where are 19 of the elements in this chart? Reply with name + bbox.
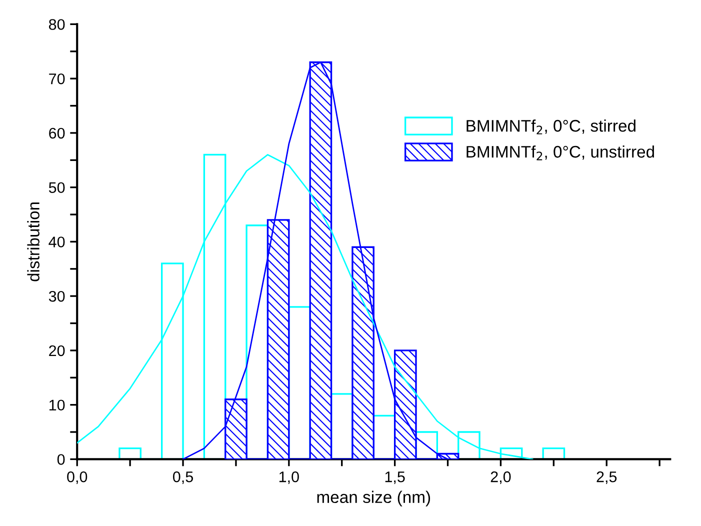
y-tick-label: 50 <box>48 182 65 194</box>
x-tick-label: 0,5 <box>172 471 193 484</box>
y-tick-label: 20 <box>49 345 65 356</box>
y-tick-label: 40 <box>48 236 65 248</box>
y-tick-label: 80 <box>48 19 65 30</box>
x-tick-label: 0,0 <box>67 471 88 484</box>
legend-label: BMIMNTf$_{2}$, 0°C, unstirred <box>466 145 654 160</box>
y-tick-label: 70 <box>49 73 65 84</box>
y-tick-label: 60 <box>49 128 65 139</box>
y-tick-label: 10 <box>49 400 65 411</box>
y-tick-label: 30 <box>48 290 65 302</box>
y-tick-label: 0 <box>57 454 65 465</box>
legend-label: BMIMNTf$_{2}$, 0°C, stirred <box>466 119 636 134</box>
x-tick-label: 2,0 <box>490 471 511 484</box>
x-tick-label: 1,0 <box>279 471 299 484</box>
x-tick-label: 1,5 <box>385 472 405 484</box>
x-axis-title: mean size (nm) <box>317 490 430 506</box>
y-axis-title: distribution <box>27 202 40 282</box>
x-tick-label: 2,5 <box>596 471 617 484</box>
